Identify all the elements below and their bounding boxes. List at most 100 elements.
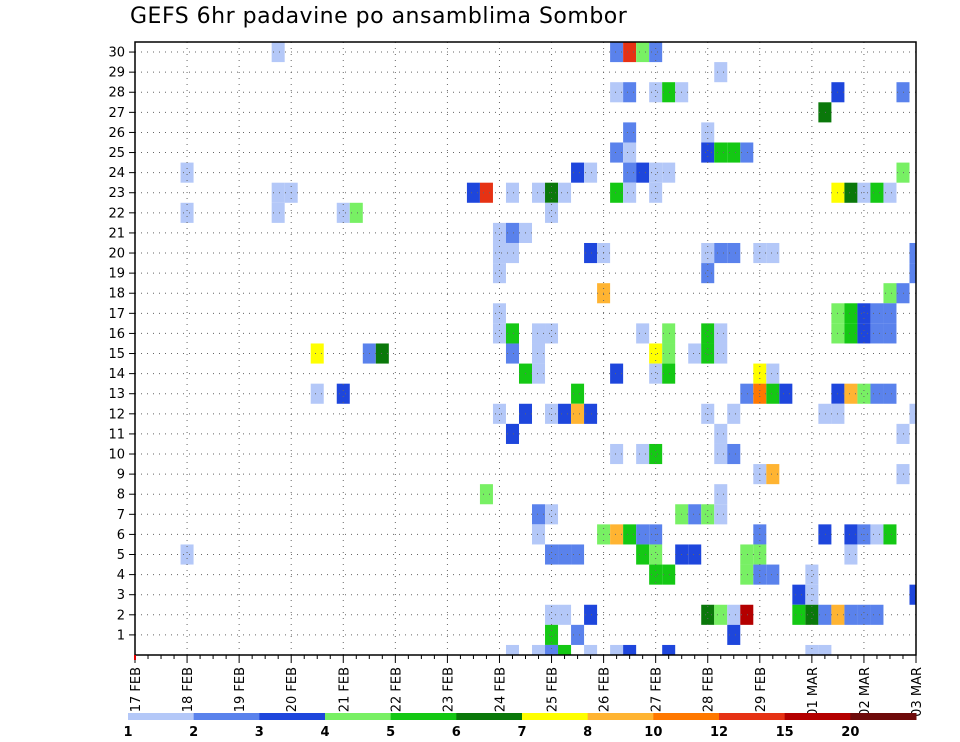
- heatmap-cell: [623, 524, 637, 545]
- heatmap-cell: [818, 102, 832, 123]
- heatmap-cell: [610, 524, 624, 545]
- heatmap-cell: [532, 323, 546, 344]
- legend-swatch: [456, 713, 523, 720]
- y-tick-label: 25: [108, 146, 125, 161]
- heatmap-cell: [909, 263, 916, 284]
- heatmap-cell: [532, 363, 546, 384]
- heatmap-cell: [310, 383, 324, 404]
- heatmap-cell: [792, 604, 806, 625]
- heatmap-cell: [336, 202, 350, 223]
- heatmap-cell: [545, 644, 559, 655]
- heatmap-cell: [883, 303, 897, 324]
- y-tick-label: 28: [108, 86, 125, 101]
- heatmap-cell: [584, 604, 598, 625]
- heatmap-cell: [492, 263, 506, 284]
- legend-label: 7: [517, 725, 526, 740]
- y-tick-label: 5: [117, 548, 125, 563]
- y-tick-label: 22: [108, 206, 125, 221]
- heatmap-cell: [180, 162, 194, 183]
- heatmap-cell: [505, 423, 519, 444]
- heatmap-cell: [623, 142, 637, 163]
- heatmap-cell: [492, 323, 506, 344]
- legend-label: 1: [123, 725, 132, 740]
- legend-swatch: [259, 713, 326, 720]
- x-tick-label: 23 FEB: [441, 667, 456, 712]
- heatmap-cell: [558, 544, 572, 565]
- heatmap-cell: [558, 403, 572, 424]
- heatmap-cell: [792, 584, 806, 605]
- y-tick-label: 19: [108, 267, 125, 282]
- heatmap-cell: [766, 564, 780, 585]
- heatmap-cell: [545, 544, 559, 565]
- y-tick-label: 17: [108, 307, 125, 322]
- heatmap-cell: [844, 544, 858, 565]
- legend-label: 4: [320, 725, 329, 740]
- heatmap-cell: [701, 604, 715, 625]
- heatmap-cell: [857, 383, 871, 404]
- heatmap-cell: [505, 222, 519, 243]
- heatmap-cell: [883, 182, 897, 203]
- legend-swatch: [719, 713, 786, 720]
- heatmap-cell: [714, 343, 728, 364]
- heatmap-cell: [714, 423, 728, 444]
- heatmap-cell: [558, 644, 572, 655]
- heatmap-cell: [805, 644, 819, 655]
- heatmap-cell: [532, 644, 546, 655]
- x-tick-label: 19 FEB: [233, 667, 248, 712]
- heatmap-cell: [623, 182, 637, 203]
- heatmap-cell: [610, 42, 624, 63]
- heatmap-cell: [623, 122, 637, 143]
- heatmap-cell: [870, 383, 884, 404]
- heatmap-cell: [180, 544, 194, 565]
- y-tick-label: 4: [117, 568, 125, 583]
- heatmap-cell: [636, 544, 650, 565]
- heatmap-cell: [545, 504, 559, 525]
- heatmap-cell: [727, 403, 741, 424]
- heatmap-cell: [727, 242, 741, 264]
- heatmap-cell: [662, 363, 676, 384]
- heatmap-cell: [571, 624, 585, 645]
- heatmap-cell: [623, 82, 637, 103]
- x-tick-label: 03 MAR: [910, 667, 925, 717]
- heatmap-cell: [558, 604, 572, 625]
- heatmap-cell: [818, 604, 832, 625]
- x-tick-label: 28 FEB: [702, 667, 717, 712]
- heatmap-cell: [727, 443, 741, 465]
- heatmap-cell: [466, 182, 480, 203]
- heatmap-cell: [662, 564, 676, 585]
- heatmap-cell: [766, 363, 780, 384]
- heatmap-cell: [610, 82, 624, 103]
- heatmap-cell: [532, 182, 546, 203]
- x-tick-label: 22 FEB: [389, 667, 404, 712]
- heatmap-cell: [844, 383, 858, 404]
- heatmap-cell: [805, 604, 819, 625]
- heatmap-cell: [870, 524, 884, 545]
- heatmap-cell: [584, 403, 598, 424]
- heatmap-cell: [610, 644, 624, 655]
- legend-label: 10: [644, 725, 662, 740]
- heatmap-cell: [492, 303, 506, 324]
- x-tick-label: 17 FEB: [129, 667, 144, 712]
- heatmap-cell: [310, 343, 324, 364]
- legend-swatch: [325, 713, 392, 720]
- heatmap-cell: [558, 182, 572, 203]
- heatmap-cell: [844, 323, 858, 344]
- heatmap-cell: [883, 323, 897, 344]
- heatmap-cell: [818, 524, 832, 545]
- heatmap-cell: [740, 604, 754, 625]
- heatmap-cell: [545, 323, 559, 344]
- heatmap-cell: [714, 323, 728, 344]
- heatmap-cell: [545, 604, 559, 625]
- heatmap-cell: [649, 443, 663, 465]
- heatmap-cell: [883, 524, 897, 545]
- heatmap-cell: [649, 363, 663, 384]
- y-tick-label: 1: [117, 628, 125, 643]
- heatmap-cell: [636, 443, 650, 465]
- heatmap-cell: [649, 82, 663, 103]
- heatmap-cell: [883, 283, 897, 304]
- heatmap-cell: [636, 42, 650, 63]
- heatmap-cell: [649, 343, 663, 364]
- heatmap-cell: [857, 604, 871, 625]
- heatmap-cell: [649, 544, 663, 565]
